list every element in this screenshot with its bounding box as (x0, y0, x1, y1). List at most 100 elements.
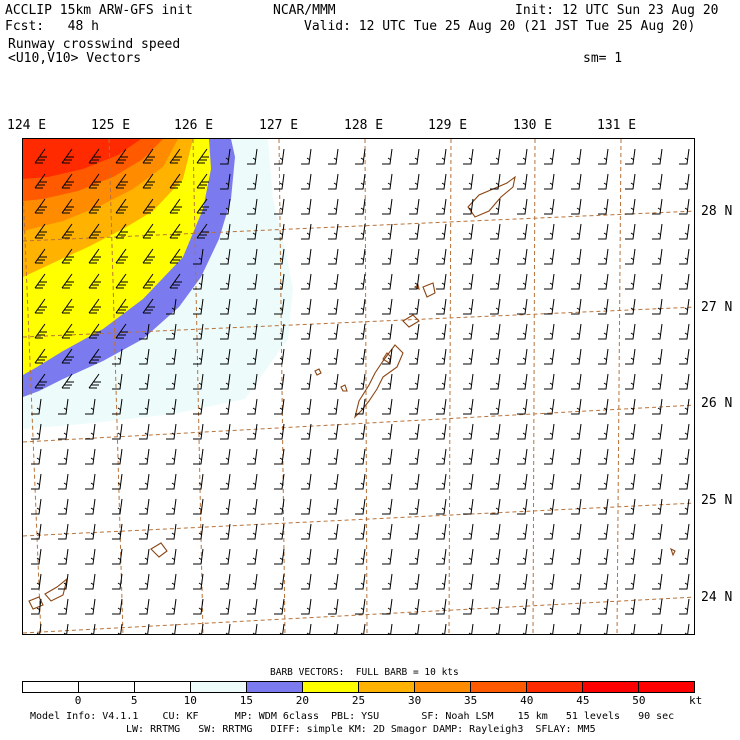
wind-barb (598, 598, 609, 615)
wind-barb (115, 298, 128, 314)
wind-barb (166, 398, 177, 415)
colorbar-tick-label: 30 (407, 694, 422, 707)
wind-barb (441, 623, 447, 634)
wind-barb (409, 298, 420, 315)
colorbar-tick-label: 45 (576, 694, 590, 707)
wind-barb (625, 423, 636, 440)
forecast-hour: Fcst: 48 h (5, 19, 99, 34)
wind-barb (252, 623, 258, 634)
wind-barb (544, 548, 555, 565)
org-label: NCAR/MMM (273, 3, 336, 18)
wind-barb (328, 148, 339, 165)
wind-barb (220, 273, 231, 290)
wind-barb (382, 598, 393, 615)
wind-barb (274, 298, 285, 315)
wind-barb (409, 323, 420, 340)
wind-barb (625, 473, 636, 490)
wind-barb (355, 323, 366, 340)
speed-contours (23, 139, 293, 429)
wind-barb (463, 598, 474, 615)
wind-barb (625, 248, 636, 265)
wind-barb (355, 498, 366, 515)
wind-barb (198, 623, 204, 634)
wind-barb (355, 298, 366, 315)
wind-barb (247, 548, 258, 565)
wind-barb (598, 173, 609, 190)
wind-barb (571, 198, 582, 215)
wind-barb (61, 273, 74, 289)
lon-label-125: 125 E (91, 118, 131, 133)
wind-barb (409, 598, 420, 615)
wind-barb (625, 148, 636, 165)
wind-barb (625, 198, 636, 215)
wind-barb (193, 473, 204, 490)
wind-barb (166, 548, 177, 565)
wind-barb (301, 473, 312, 490)
colorbar-swatch (247, 682, 303, 692)
wind-barb (115, 248, 128, 264)
wind-barb (247, 523, 258, 540)
wind-barb (463, 423, 474, 440)
wind-barb (274, 198, 285, 215)
wind-barb (436, 398, 447, 415)
wind-barb (495, 623, 501, 634)
parallel-line (23, 404, 694, 443)
wind-barb (220, 248, 231, 265)
wind-barb (247, 223, 258, 240)
wind-barb (169, 248, 182, 264)
wind-barb (652, 398, 663, 415)
wind-barb (436, 348, 447, 365)
wind-barb (490, 498, 501, 515)
okinawa-north (382, 352, 392, 364)
wind-barb (274, 473, 285, 490)
wind-barb (85, 548, 96, 565)
wind-barb (247, 598, 258, 615)
wind-barb (625, 598, 636, 615)
wind-barb (598, 273, 609, 290)
wind-barb (193, 298, 204, 315)
wind-barb (193, 498, 204, 515)
colorbar-swatch (583, 682, 639, 692)
wind-barb (301, 298, 312, 315)
wind-barb (274, 273, 285, 290)
wind-barb (274, 548, 285, 565)
wind-barb (88, 373, 101, 389)
wind-barb (225, 623, 231, 634)
wind-barb (382, 223, 393, 240)
wind-barb (328, 398, 339, 415)
wind-barb (490, 173, 501, 190)
lat-label-28: 28 N (701, 204, 733, 219)
wind-barb (652, 548, 663, 565)
colorbar-tick-label: 5 (130, 694, 138, 707)
wind-barb (220, 348, 231, 365)
wind-barb (328, 323, 339, 340)
wind-barb (112, 473, 123, 490)
wind-barb (328, 473, 339, 490)
wind-barb (625, 323, 636, 340)
wind-barb (169, 273, 182, 289)
wind-barb (31, 473, 42, 490)
wind-barb (490, 448, 501, 465)
lon-label-128: 128 E (344, 118, 384, 133)
lat-label-25: 25 N (701, 493, 733, 508)
wind-barb (166, 373, 177, 390)
wind-barb (220, 548, 231, 565)
wind-barb (517, 498, 528, 515)
lon-label-131: 131 E (597, 118, 637, 133)
wind-barb (436, 423, 447, 440)
wind-barb (490, 423, 501, 440)
wind-barb (598, 323, 609, 340)
wind-barb (328, 173, 339, 190)
wind-barb (193, 573, 204, 590)
colorbar-swatch (135, 682, 191, 692)
wind-barb (31, 548, 42, 565)
wind-barb (274, 423, 285, 440)
wind-barb (679, 173, 690, 190)
wind-barb (61, 223, 74, 239)
wind-barb (306, 623, 312, 634)
lon-label-126: 126 E (174, 118, 214, 133)
wind-barb (112, 373, 123, 390)
wind-barb (625, 448, 636, 465)
wind-barb (571, 298, 582, 315)
wind-barb (517, 373, 528, 390)
